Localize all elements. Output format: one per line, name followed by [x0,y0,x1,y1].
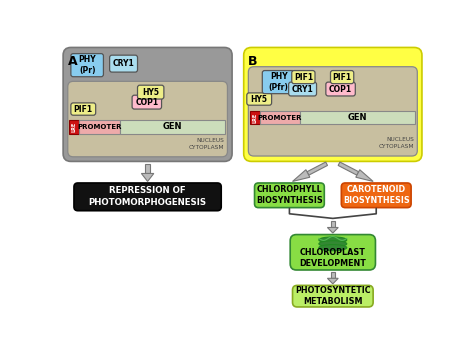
Polygon shape [328,227,338,233]
Bar [250,111,260,125]
Text: CYTOPLASM: CYTOPLASM [189,145,224,150]
Text: CRY1: CRY1 [292,85,313,94]
FancyBboxPatch shape [330,71,354,84]
Bar [330,221,335,227]
Ellipse shape [319,237,347,243]
FancyBboxPatch shape [74,183,221,211]
Text: PHY
(Pr): PHY (Pr) [78,55,96,75]
Text: A: A [68,55,77,68]
Text: HY5: HY5 [251,95,268,104]
Bar [300,111,415,125]
Text: LRE: LRE [253,112,257,123]
Bar [145,164,150,174]
FancyBboxPatch shape [292,71,315,84]
Text: PIF1: PIF1 [333,72,352,82]
FancyBboxPatch shape [289,82,317,96]
Text: GEN: GEN [163,122,182,131]
Text: PROMOTER: PROMOTER [258,115,302,121]
Text: CRY1: CRY1 [113,59,135,68]
Text: GEN: GEN [348,113,367,122]
Ellipse shape [319,245,347,251]
FancyBboxPatch shape [326,82,356,96]
Text: REPRESSION OF
PHOTOMORPHOGENESIS: REPRESSION OF PHOTOMORPHOGENESIS [89,186,207,207]
Text: PIF1: PIF1 [74,105,93,114]
FancyBboxPatch shape [71,54,103,77]
Polygon shape [292,170,310,181]
FancyBboxPatch shape [244,47,422,161]
Text: NUCLEUS: NUCLEUS [386,137,414,142]
Text: PROMOTER: PROMOTER [77,124,122,130]
Bar [330,272,335,278]
Bar [80,120,120,134]
FancyBboxPatch shape [248,67,417,156]
FancyBboxPatch shape [341,183,411,208]
Text: PHOTOSYNTETIC
METABOLISM: PHOTOSYNTETIC METABOLISM [295,286,371,306]
Polygon shape [328,278,338,284]
FancyBboxPatch shape [255,183,324,208]
FancyBboxPatch shape [247,93,272,105]
FancyBboxPatch shape [290,235,375,270]
Polygon shape [338,162,359,175]
Text: PHY
(Pfr): PHY (Pfr) [269,72,289,92]
FancyBboxPatch shape [292,285,373,307]
Ellipse shape [319,241,347,247]
FancyBboxPatch shape [71,103,96,115]
Bar [260,111,300,125]
Polygon shape [141,174,154,181]
FancyBboxPatch shape [68,81,228,157]
FancyBboxPatch shape [137,85,164,99]
Text: HY5: HY5 [142,87,159,97]
Polygon shape [307,162,328,175]
Text: CYTOPLASM: CYTOPLASM [379,144,414,149]
Text: CAROTENOID
BIOSYNTHESIS: CAROTENOID BIOSYNTHESIS [343,185,410,205]
Bar [69,120,80,134]
Text: COP1: COP1 [135,97,158,107]
FancyBboxPatch shape [262,71,295,94]
Text: NUCLEUS: NUCLEUS [196,138,224,143]
FancyBboxPatch shape [63,47,232,161]
Bar [120,120,225,134]
Text: CHLOROPHYLL
BIOSYNTHESIS: CHLOROPHYLL BIOSYNTHESIS [256,185,323,205]
Text: PIF1: PIF1 [294,72,313,82]
FancyBboxPatch shape [109,55,137,72]
Text: B: B [248,55,258,68]
FancyBboxPatch shape [132,95,162,109]
Text: LRE: LRE [72,122,77,132]
Text: COP1: COP1 [329,85,352,94]
Text: CHLOROPLAST
DEVELOPMENT: CHLOROPLAST DEVELOPMENT [300,248,366,268]
Polygon shape [356,170,373,181]
